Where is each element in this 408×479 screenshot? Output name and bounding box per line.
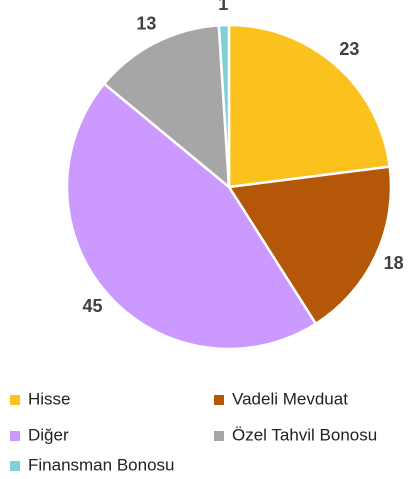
legend-marker xyxy=(214,395,224,405)
pie-slice xyxy=(65,81,318,351)
legend-label: Diğer xyxy=(28,425,69,444)
data-label: 23 xyxy=(339,39,359,59)
pie-slice xyxy=(226,165,393,326)
legend-label: Özel Tahvil Bonosu xyxy=(232,425,377,444)
pie-slice xyxy=(102,23,231,190)
legend-label: Vadeli Mevduat xyxy=(232,389,348,408)
data-label: 1 xyxy=(218,0,228,14)
data-label: 13 xyxy=(136,14,156,34)
pie-slice xyxy=(227,23,392,189)
data-label: 18 xyxy=(384,253,404,273)
data-label: 45 xyxy=(82,296,102,316)
pie-slice xyxy=(217,23,231,188)
legend-marker xyxy=(214,431,224,441)
legend-label: Hisse xyxy=(28,389,71,408)
legend-marker xyxy=(10,395,20,405)
legend-marker xyxy=(10,431,20,441)
legend-label: Finansman Bonosu xyxy=(28,455,174,474)
legend-marker xyxy=(10,461,20,471)
